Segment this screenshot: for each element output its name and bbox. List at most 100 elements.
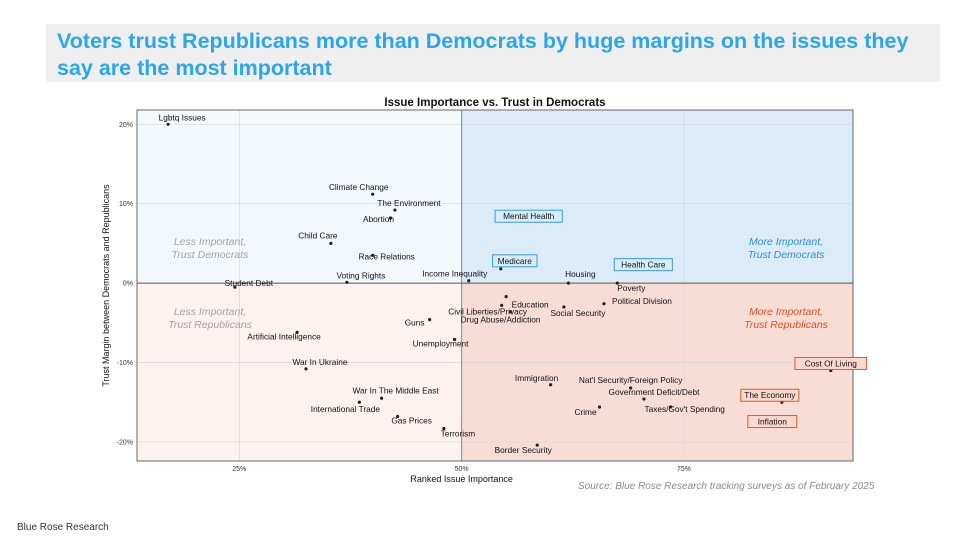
point-taxes-gov-t-spending xyxy=(669,405,673,409)
point-label-nat-l-security-foreign-policy: Nat'l Security/Foreign Policy xyxy=(579,375,683,385)
point-label-international-trade: International Trade xyxy=(311,404,381,414)
point-child-care xyxy=(329,241,333,246)
point-war-in-ukraine xyxy=(304,367,308,371)
point-label-mental-health: Mental Health xyxy=(503,211,555,221)
quadrant-more-important-trust-dem xyxy=(461,110,853,284)
point-label-medicare: Medicare xyxy=(498,256,533,266)
point-student-debt xyxy=(233,285,237,289)
point-abortion xyxy=(388,216,393,220)
point-race-relations xyxy=(371,253,375,257)
point-civil-liberties-privacy xyxy=(500,303,504,307)
quadrant-label-less_dem: Trust Democrats xyxy=(172,249,250,261)
label-box-the-economy xyxy=(740,388,800,402)
point-nat-l-security-foreign-policy xyxy=(629,386,633,390)
point-label-climate-change: Climate Change xyxy=(329,182,389,192)
point-label-government-deficit-debt: Government Deficit/Debt xyxy=(609,387,701,397)
label-box-cost-of-living xyxy=(794,356,868,370)
point-label-student-debt: Student Debt xyxy=(225,278,274,288)
point-label-lgbtq-issues: Lgbtq Issues xyxy=(159,112,206,122)
point-government-deficit-debt xyxy=(642,397,646,401)
point-label-the-environment: The Environment xyxy=(377,198,441,208)
point-poverty xyxy=(615,281,619,285)
quadrant-label-more_rep: Trust Republicans xyxy=(744,319,829,331)
quadrant-label-more_dem: Trust Democrats xyxy=(748,249,826,261)
plot-frame xyxy=(136,109,854,462)
point-label-income-inequality: Income Inequality xyxy=(422,269,488,279)
point-label-unemployment: Unemployment xyxy=(413,339,469,349)
point-social-security xyxy=(562,305,566,309)
point-income-inequality xyxy=(467,279,471,283)
point-label-political-division: Political Division xyxy=(612,296,672,306)
point-label-voting-rights: Voting Rights xyxy=(336,270,385,280)
point-label-inflation: Inflation xyxy=(758,417,787,427)
point-international-trade xyxy=(357,400,361,404)
point-label-gas-prices: Gas Prices xyxy=(391,416,432,426)
point-education xyxy=(504,295,508,299)
quadrant-less-important-trust-dem xyxy=(137,110,462,284)
point-label-the-economy: The Economy xyxy=(744,390,796,400)
point-voting-rights xyxy=(345,280,349,284)
point-label-cost-of-living: Cost Of Living xyxy=(805,358,857,368)
point-medicare xyxy=(499,267,503,271)
point-the-environment xyxy=(393,208,397,212)
point-guns xyxy=(428,318,432,322)
quadrant-less-important-trust-rep xyxy=(137,283,462,461)
point-lgbtq-issues xyxy=(166,122,170,126)
point-label-guns: Guns xyxy=(405,318,425,328)
point-unemployment xyxy=(452,337,457,342)
y-tick-label: 10% xyxy=(119,201,133,208)
quadrant-label-less_dem: Less Important, xyxy=(174,236,246,248)
quadrant-label-less_rep: Trust Republicans xyxy=(168,319,253,331)
point-crime xyxy=(597,405,602,409)
point-war-in-the-middle-east xyxy=(379,396,384,400)
label-box-medicare xyxy=(492,254,538,268)
y-tick-label: 0% xyxy=(123,281,133,288)
point-label-immigration: Immigration xyxy=(515,373,559,383)
point-border-security xyxy=(535,443,539,447)
point-label-housing: Housing xyxy=(565,269,596,279)
point-label-abortion: Abortion xyxy=(363,214,394,224)
point-label-health-care: Health Care xyxy=(621,260,666,270)
point-label-border-security: Border Security xyxy=(495,445,553,455)
y-tick-label: -10% xyxy=(117,360,133,367)
point-label-education: Education xyxy=(512,300,549,310)
point-artificial-intelligence xyxy=(295,330,299,334)
point-label-poverty: Poverty xyxy=(617,283,646,293)
x-tick-label: 25% xyxy=(232,466,246,473)
point-label-civil-liberties-privacy: Civil Liberties/Privacy xyxy=(448,306,528,316)
headline: Voters trust Republicans more than Democ… xyxy=(57,29,909,80)
point-label-drug-abuse-addiction: Drug Abuse/Addiction xyxy=(461,315,541,325)
label-box-mental-health xyxy=(494,209,563,223)
chart-title: Issue Importance vs. Trust in Democrats xyxy=(384,97,605,109)
quadrant-label-less_rep: Less Important, xyxy=(174,306,246,318)
x-axis-label: Ranked Issue Importance xyxy=(410,474,513,484)
quadrant-label-more_dem: More Important, xyxy=(749,236,823,248)
y-axis-label: Trust Margin between Democrats and Repub… xyxy=(101,184,111,387)
point-climate-change xyxy=(371,192,375,196)
point-immigration xyxy=(548,383,553,387)
point-label-child-care: Child Care xyxy=(298,230,338,240)
footer-brand: Blue Rose Research xyxy=(17,522,109,533)
headline-box: Voters trust Republicans more than Democ… xyxy=(46,24,940,82)
y-tick-label: -20% xyxy=(117,439,133,446)
point-gas-prices xyxy=(396,414,400,419)
quadrant-more-important-trust-rep xyxy=(461,283,853,461)
point-drug-abuse-addiction xyxy=(508,310,513,314)
point-political-division xyxy=(602,302,606,306)
point-terrorism xyxy=(442,426,446,431)
x-tick-label: 75% xyxy=(677,466,691,473)
label-box-health-care xyxy=(613,258,673,272)
x-tick-label: 50% xyxy=(455,466,469,473)
source-note: Source: Blue Rose Research tracking surv… xyxy=(578,481,875,492)
point-label-crime: Crime xyxy=(574,407,597,417)
point-label-artificial-intelligence: Artificial Intelligence xyxy=(247,331,321,341)
point-label-war-in-the-middle-east: War In The Middle East xyxy=(352,385,439,395)
point-label-taxes-gov-t-spending: Taxes/Gov't Spending xyxy=(644,404,725,414)
y-tick-label: 20% xyxy=(119,122,133,129)
point-label-war-in-ukraine: War In Ukraine xyxy=(292,357,347,367)
point-label-terrorism: Terrorism xyxy=(441,428,476,438)
point-housing xyxy=(566,281,570,285)
point-label-race-relations: Race Relations xyxy=(359,251,415,261)
label-box-inflation xyxy=(747,415,798,429)
